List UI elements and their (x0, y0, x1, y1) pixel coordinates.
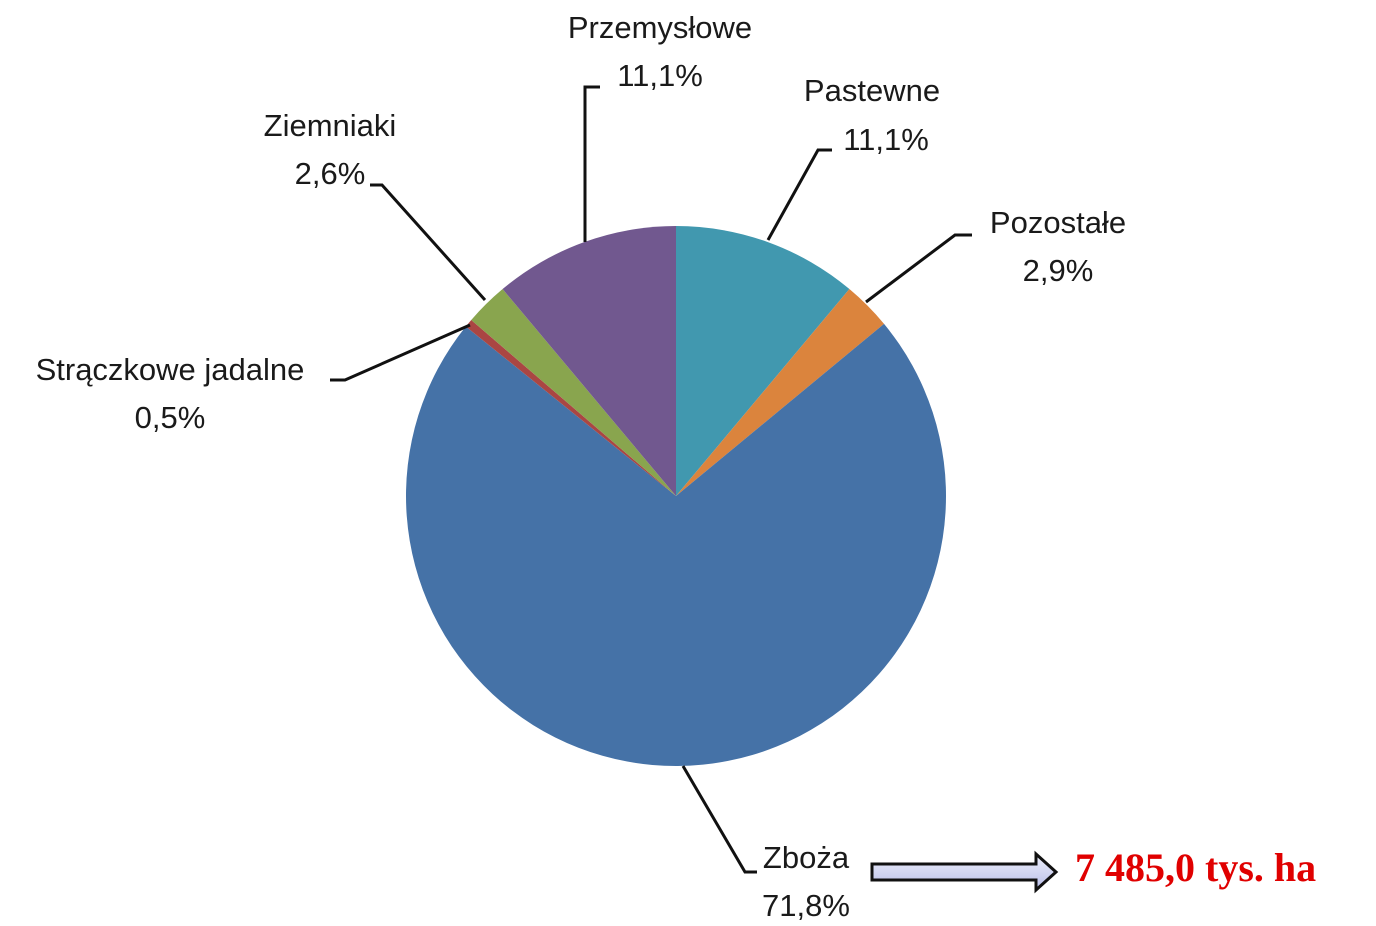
category-label: Ziemniaki (264, 108, 397, 143)
category-label: Pastewne (804, 73, 940, 108)
value-label: 11,1% (843, 122, 929, 157)
category-label: Strączkowe jadalne (36, 352, 305, 387)
pie-slice (676, 289, 885, 496)
pie-slice (676, 226, 850, 496)
pie-slice (465, 320, 676, 496)
category-label: Zboża (763, 840, 850, 875)
value-label: 2,9% (1023, 253, 1094, 288)
pie-slice (471, 289, 676, 496)
leader-line (330, 323, 471, 382)
leader-line (583, 85, 600, 242)
leader-line (681, 765, 757, 874)
value-label: 11,1% (617, 58, 703, 93)
labels: Pastewne 11,1% Pozostałe 2,9% Zboża 71,8% Strą… (36, 10, 1126, 923)
pie (406, 226, 947, 766)
value-label: 2,6% (295, 156, 366, 191)
value-label: 0,5% (135, 400, 206, 435)
pie-slice (406, 323, 947, 766)
category-label: Pozostałe (990, 205, 1126, 240)
leader-line (766, 148, 832, 241)
pie-slice (502, 226, 676, 496)
category-label: Przemysłowe (568, 10, 752, 45)
arrow (870, 850, 1059, 894)
annotation: 7 485,0 tys. ha (1075, 845, 1316, 890)
leader-line (370, 183, 487, 302)
value-label: 71,8% (762, 888, 850, 923)
leader-line (865, 233, 972, 304)
